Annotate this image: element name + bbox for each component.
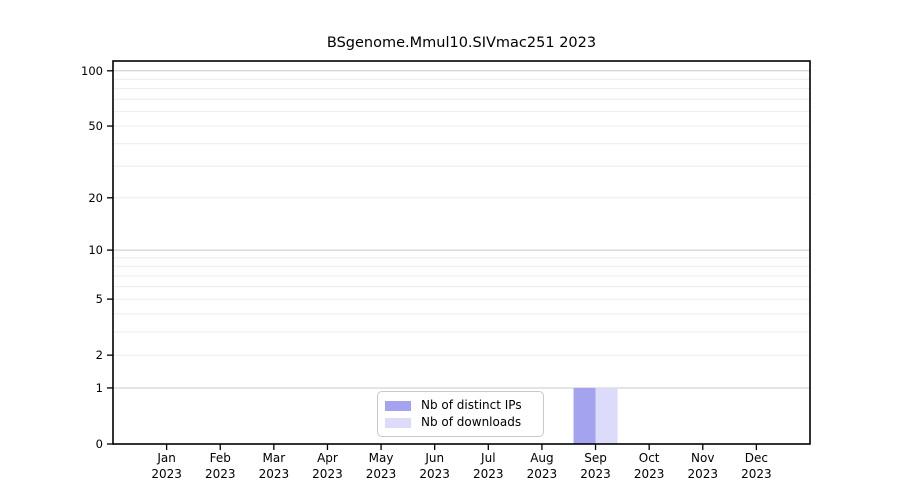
y-tick-label: 1	[95, 380, 103, 395]
y-tick-label: 0	[95, 437, 103, 451]
chart-title: BSgenome.Mmul10.SIVmac251 2023	[326, 35, 597, 51]
x-tick-label: Oct 2023	[633, 451, 665, 481]
legend-label-distinct-ips: Nb of distinct IPs	[421, 398, 522, 412]
y-tick-label: 20	[88, 190, 103, 205]
y-tick-label: 5	[95, 292, 103, 307]
x-tick-label: Nov 2023	[687, 451, 719, 481]
legend-item-distinct-ips: Nb of distinct IPs	[385, 398, 535, 413]
x-tick-label: Jul 2023	[473, 451, 504, 481]
x-tick-label: Aug 2023	[526, 451, 558, 481]
bar-nb-of-downloads	[595, 387, 618, 444]
x-tick-label: Apr 2023	[312, 451, 343, 481]
x-tick-label: Jan 2023	[151, 451, 182, 481]
x-tick-label: Sep 2023	[580, 451, 611, 481]
x-tick-label: Dec 2023	[741, 451, 772, 481]
legend: Nb of distinct IPs Nb of downloads	[377, 391, 544, 437]
legend-item-downloads: Nb of downloads	[385, 415, 535, 430]
x-tick-label: May 2023	[365, 451, 397, 481]
y-tick-label: 50	[88, 119, 103, 134]
x-tick-label: Feb 2023	[204, 451, 236, 481]
legend-swatch-downloads-icon	[385, 417, 411, 428]
y-tick-label: 10	[88, 243, 103, 258]
legend-swatch-distinct-ips-icon	[385, 400, 411, 411]
legend-label-downloads: Nb of downloads	[421, 415, 522, 429]
bar-nb-of-distinct-ips	[573, 387, 596, 444]
x-tick-label: Mar 2023	[258, 451, 290, 481]
x-tick-label: Jun 2023	[419, 451, 450, 481]
plot-box-spines	[112, 60, 811, 445]
y-tick-label: 2	[95, 348, 103, 363]
y-tick-label: 100	[81, 63, 103, 78]
